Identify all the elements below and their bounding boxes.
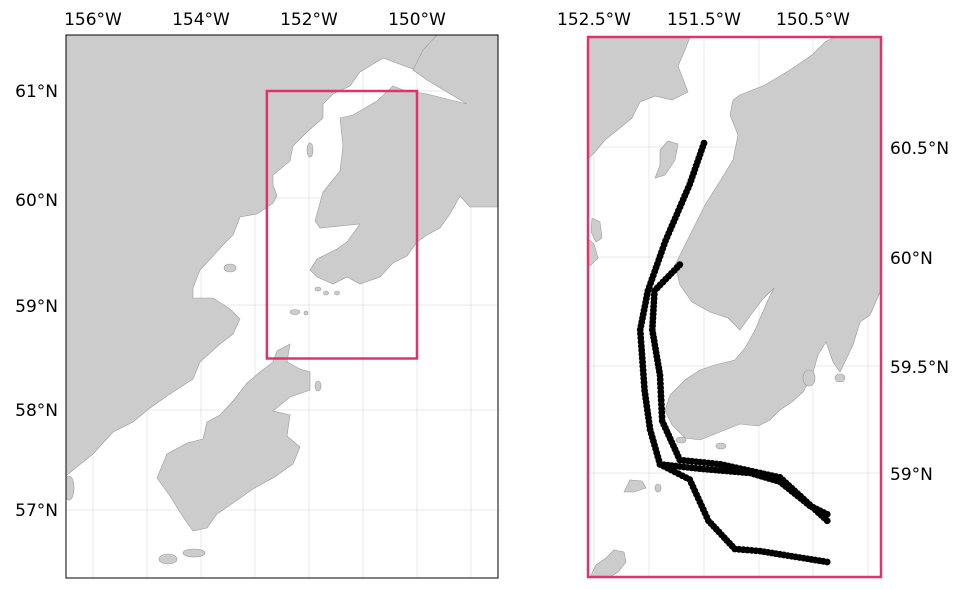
vessel-tracks: [636, 139, 831, 566]
lon-tick: 152.5°W: [557, 10, 631, 30]
kodiak-archipelago: [156, 343, 311, 532]
island: [66, 475, 75, 501]
island: [587, 237, 599, 267]
island: [654, 483, 662, 493]
island: [623, 479, 647, 493]
island: [223, 263, 237, 273]
kalgin-island: [654, 140, 679, 179]
mainland-coast: [587, 37, 691, 161]
island: [675, 436, 687, 444]
lat-tick: 58°N: [15, 401, 58, 421]
lat-tick: 60.5°N: [890, 139, 949, 159]
detail-frame: [586, 35, 883, 579]
island: [323, 290, 329, 296]
lat-tick: 59°N: [15, 297, 58, 317]
island: [303, 310, 309, 316]
overview-lon-ticks: 156°W 154°W 152°W 150°W: [64, 10, 446, 30]
lon-tick: 150°W: [388, 10, 446, 30]
island: [182, 548, 206, 558]
lat-tick: 60°N: [15, 191, 58, 211]
lat-tick: 59.5°N: [890, 358, 949, 378]
lon-tick: 156°W: [64, 10, 122, 30]
island: [314, 380, 322, 392]
inset-extent-box: [265, 89, 419, 360]
lat-tick: 57°N: [15, 501, 58, 521]
lat-tick: 59°N: [890, 465, 933, 485]
detail-lon-ticks: 152.5°W 151.5°W 150.5°W: [557, 10, 850, 30]
island: [158, 553, 178, 565]
overview-frame: [65, 34, 499, 579]
island: [834, 373, 846, 383]
island: [289, 309, 301, 315]
track-point: [823, 558, 831, 566]
track-point: [823, 517, 831, 525]
island: [802, 369, 816, 387]
lon-tick: 154°W: [172, 10, 230, 30]
detail-map: 152.5°W 151.5°W 150.5°W 60.5°N 60°N 59.5…: [557, 10, 949, 579]
lon-tick: 151.5°W: [667, 10, 741, 30]
overview-land: [66, 35, 498, 565]
lat-tick: 60°N: [890, 249, 933, 269]
lat-tick: 61°N: [15, 82, 58, 102]
detail-lat-ticks: 60.5°N 60°N 59.5°N 59°N: [890, 139, 949, 485]
island: [590, 217, 603, 243]
island: [306, 142, 314, 158]
overview-map: 156°W 154°W 152°W 150°W 61°N 60°N 59°N 5…: [15, 10, 499, 579]
lon-tick: 152°W: [280, 10, 338, 30]
detail-land: [587, 37, 881, 577]
overview-lat-ticks: 61°N 60°N 59°N 58°N 57°N: [15, 82, 58, 521]
island: [314, 286, 322, 292]
island: [334, 290, 340, 296]
kenai-peninsula: [664, 37, 881, 441]
lon-tick: 150.5°W: [776, 10, 850, 30]
island: [589, 549, 627, 577]
island: [715, 442, 727, 450]
